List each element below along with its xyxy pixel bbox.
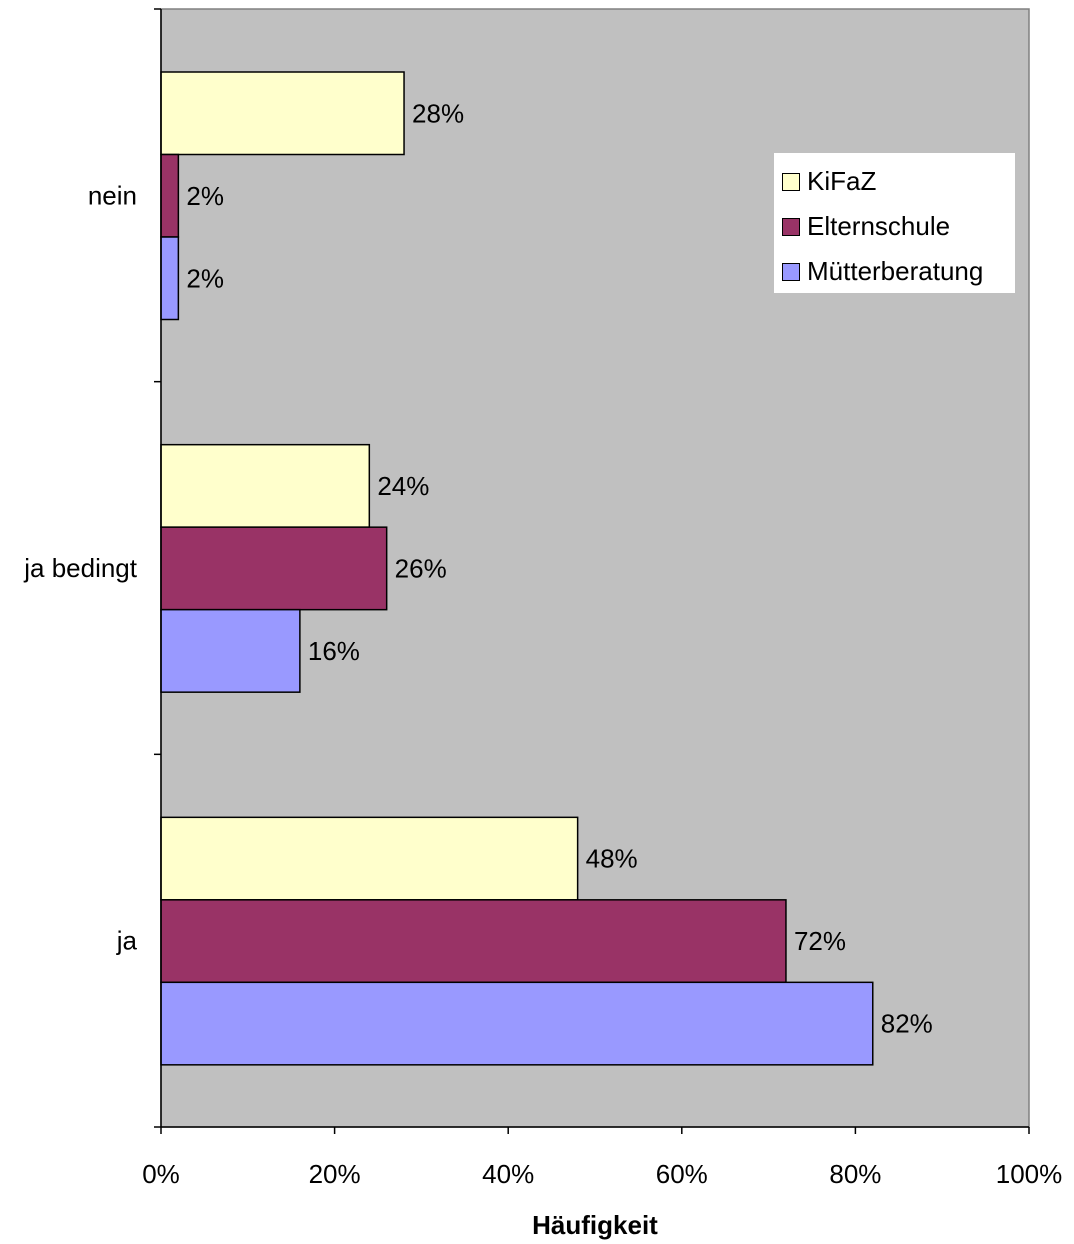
x-axis-title: Häufigkeit	[532, 1210, 658, 1240]
bar	[160, 981, 874, 1066]
x-tick-label: 80%	[829, 1159, 881, 1189]
value-axis-tick-labels: 0% 20% 40% 60% 80% 100%	[142, 1159, 1062, 1189]
bar	[160, 153, 180, 238]
category-label: ja	[116, 926, 138, 956]
legend-swatch-elternschule	[782, 217, 800, 236]
category-labels-group: ja ja bedingt nein	[23, 180, 138, 955]
legend-swatch-kifaz	[782, 172, 800, 191]
bar	[160, 71, 405, 156]
bar	[160, 526, 388, 611]
bar	[160, 443, 371, 528]
data-label: 2%	[186, 181, 224, 211]
bar	[160, 899, 787, 984]
x-tick-label: 60%	[656, 1159, 708, 1189]
legend-swatch-mutterberatung	[782, 262, 800, 281]
value-labels-group: 48% 72% 82% 24% 26% 16% 28% 2% 2%	[186, 98, 932, 1038]
legend-label-kifaz: KiFaZ	[807, 166, 877, 196]
bar	[160, 608, 301, 693]
data-label: 2%	[186, 263, 224, 293]
x-tick-label: 0%	[142, 1159, 180, 1189]
legend-label-elternschule: Elternschule	[807, 211, 951, 241]
x-tick-label: 40%	[482, 1159, 534, 1189]
legend-item-kifaz: KiFaZ	[782, 159, 1007, 204]
data-label: 26%	[395, 553, 447, 583]
data-label: 82%	[881, 1009, 933, 1039]
data-label: 28%	[412, 98, 464, 128]
category-axis-ticks	[154, 8, 161, 1128]
x-tick-label: 100%	[996, 1159, 1063, 1189]
legend-label-mutterberatung: Mütterberatung	[807, 256, 984, 286]
bar	[160, 816, 579, 901]
legend-item-mutterberatung: Mütterberatung	[782, 249, 1007, 294]
legend: KiFaZ Elternschule Mütterberatung	[774, 153, 1015, 293]
bars-group	[160, 71, 874, 1066]
data-label: 72%	[794, 926, 846, 956]
data-label: 16%	[308, 636, 360, 666]
bar	[160, 236, 180, 321]
data-label: 24%	[377, 471, 429, 501]
category-label: ja bedingt	[23, 553, 138, 583]
data-label: 48%	[586, 844, 638, 874]
category-label: nein	[88, 180, 137, 210]
value-axis-ticks	[160, 1127, 1030, 1134]
legend-item-elternschule: Elternschule	[782, 204, 1007, 249]
x-tick-label: 20%	[309, 1159, 361, 1189]
